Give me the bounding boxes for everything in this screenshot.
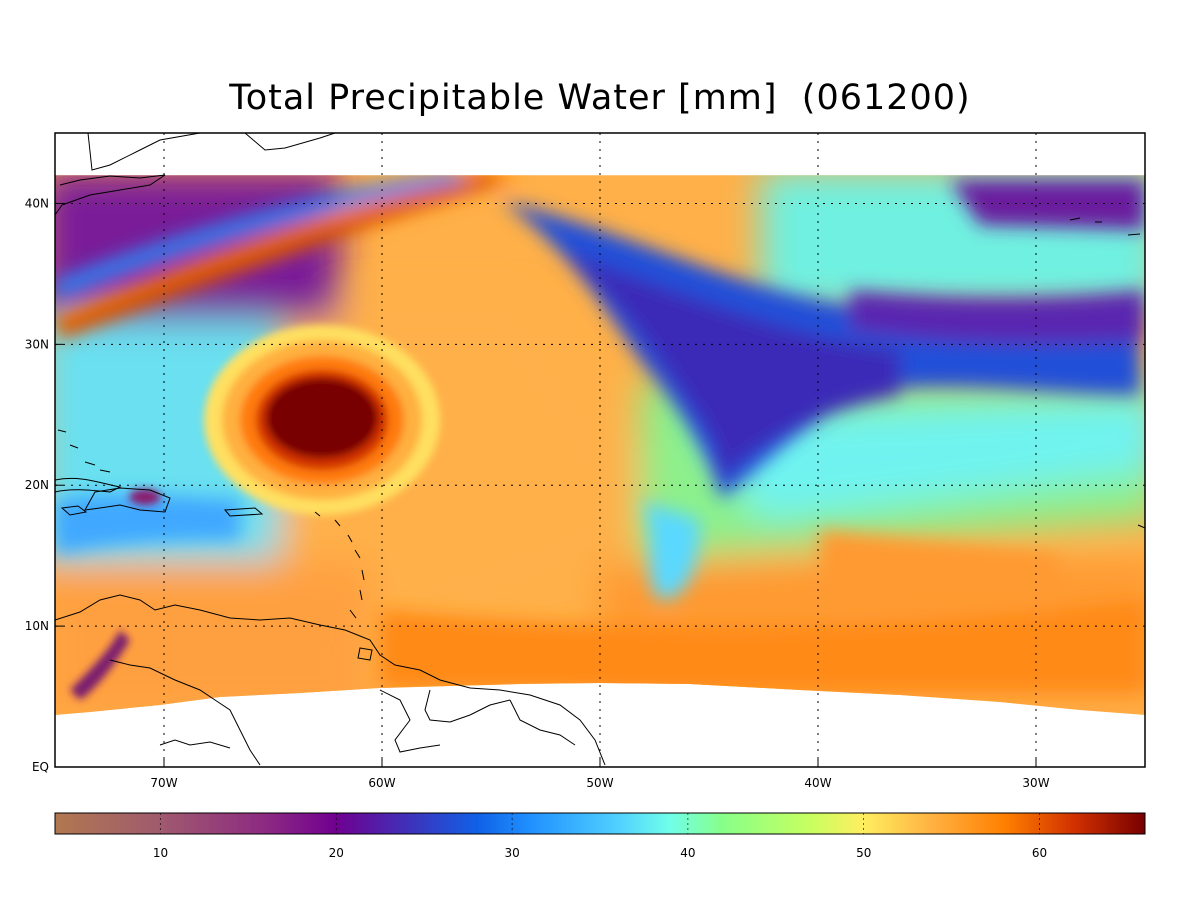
colorbar-tick-label: 20 bbox=[329, 846, 344, 860]
colorbar-tick-label: 40 bbox=[680, 846, 695, 860]
map-grid bbox=[55, 133, 1145, 767]
x-tick-label: 30W bbox=[1022, 776, 1049, 790]
colorbar-tick-label: 50 bbox=[856, 846, 871, 860]
axis-ticks: 70W 60W 50W 40W 30W EQ 10N 20N 30N 40N bbox=[25, 196, 1050, 790]
x-tick-label: 40W bbox=[804, 776, 831, 790]
x-tick-label: 70W bbox=[150, 776, 177, 790]
y-tick-label: 20N bbox=[25, 478, 49, 492]
x-tick-label: 50W bbox=[586, 776, 613, 790]
y-tick-label: 40N bbox=[25, 196, 49, 210]
colorbar-tick-label: 30 bbox=[504, 846, 519, 860]
x-tick-label: 60W bbox=[368, 776, 395, 790]
map-title: Total Precipitable Water [mm] (061200) bbox=[229, 78, 971, 118]
coastlines bbox=[55, 133, 1145, 766]
y-tick-label: 30N bbox=[25, 337, 49, 351]
y-tick-label: EQ bbox=[32, 760, 49, 774]
colorbar-tick-label: 10 bbox=[153, 846, 168, 860]
colorbar: 10 20 30 40 50 60 bbox=[54, 812, 1146, 860]
colorbar-tick-label: 60 bbox=[1032, 846, 1047, 860]
y-tick-label: 10N bbox=[25, 619, 49, 633]
colorbar-gradient bbox=[54, 812, 1146, 835]
